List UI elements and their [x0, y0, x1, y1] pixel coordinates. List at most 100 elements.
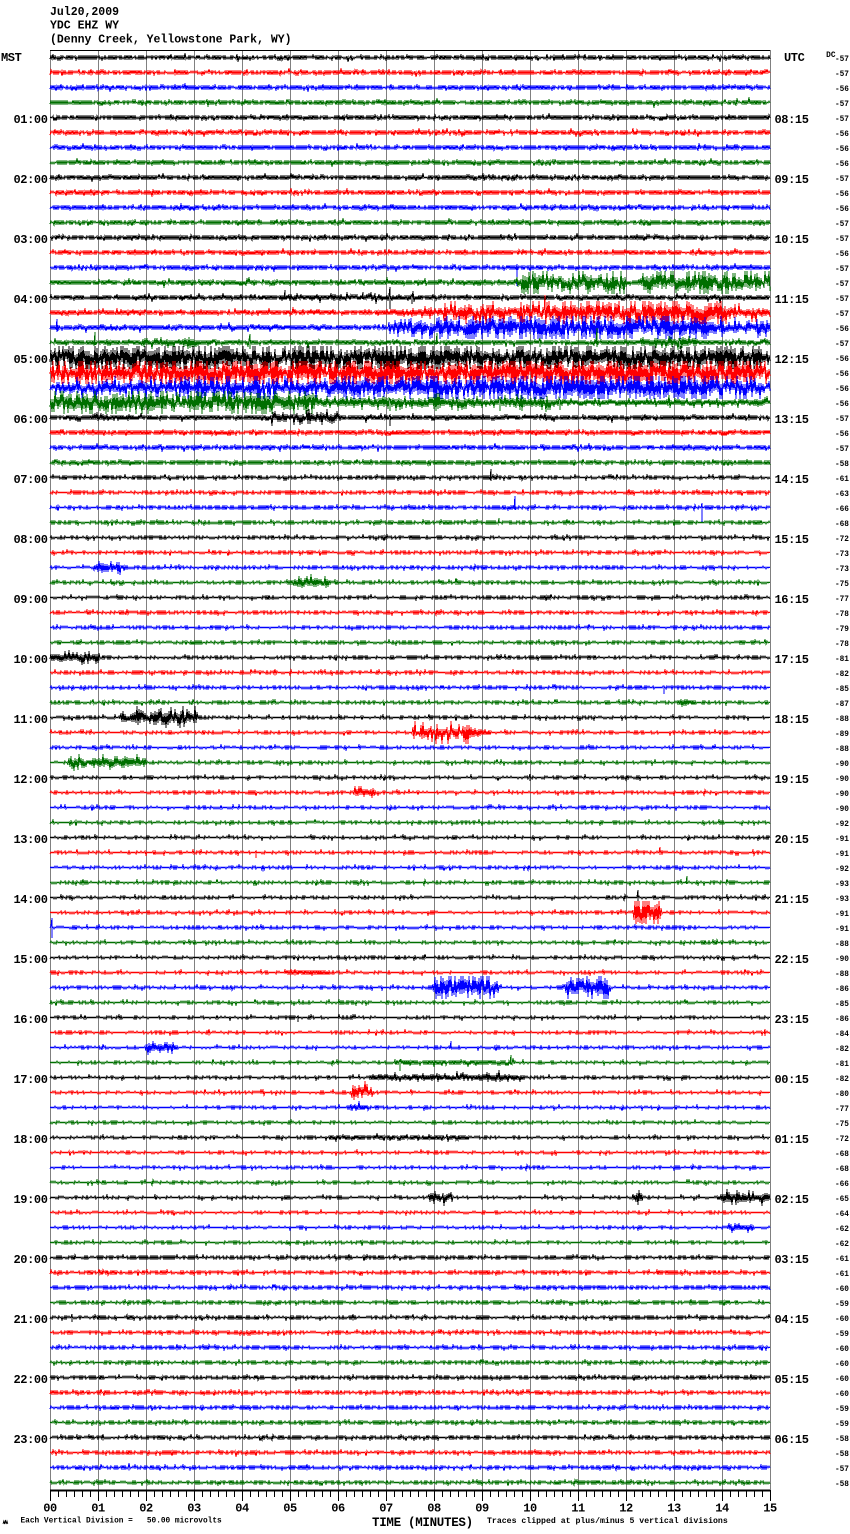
- svg-text:-58: -58: [835, 1451, 849, 1459]
- svg-text:-81: -81: [835, 656, 849, 664]
- svg-text:-58: -58: [835, 1436, 849, 1444]
- svg-text:15:15: 15:15: [775, 533, 809, 547]
- svg-text:10:00: 10:00: [13, 653, 47, 667]
- svg-text:-56: -56: [835, 356, 849, 364]
- svg-text:-91: -91: [835, 926, 849, 934]
- svg-text:-57: -57: [835, 176, 849, 184]
- svg-text:-87: -87: [835, 701, 849, 709]
- svg-text:-85: -85: [835, 1001, 849, 1009]
- svg-text:-88: -88: [835, 716, 849, 724]
- svg-text:-57: -57: [835, 71, 849, 79]
- svg-text:Each Vertical Division = 50.: Each Vertical Division = 50.00 microvolt…: [21, 1518, 223, 1526]
- svg-text:09:00: 09:00: [13, 593, 47, 607]
- svg-text:-58: -58: [835, 461, 849, 469]
- svg-text:-57: -57: [835, 116, 849, 124]
- svg-text:-78: -78: [835, 641, 849, 649]
- svg-text:-58: -58: [835, 1481, 849, 1489]
- svg-text:04:00: 04:00: [13, 293, 47, 307]
- svg-text:-90: -90: [835, 956, 849, 964]
- svg-text:21:00: 21:00: [13, 1313, 47, 1327]
- svg-text:-81: -81: [835, 1061, 849, 1069]
- svg-text:11:15: 11:15: [775, 293, 809, 307]
- svg-text:05: 05: [283, 1502, 297, 1516]
- svg-text:-56: -56: [835, 371, 849, 379]
- svg-text:-72: -72: [835, 1136, 849, 1144]
- svg-text:19:00: 19:00: [13, 1193, 47, 1207]
- svg-text:07: 07: [379, 1502, 393, 1516]
- svg-text:UTC: UTC: [784, 51, 805, 65]
- svg-text:-90: -90: [835, 791, 849, 799]
- svg-text:-56: -56: [835, 191, 849, 199]
- svg-text:10:15: 10:15: [775, 233, 809, 247]
- svg-text:MST: MST: [1, 51, 22, 65]
- svg-text:-92: -92: [835, 866, 849, 874]
- svg-text:-57: -57: [835, 221, 849, 229]
- svg-text:Jul20,2009: Jul20,2009: [50, 6, 119, 19]
- svg-text:-61: -61: [835, 1256, 849, 1264]
- svg-text:06:15: 06:15: [775, 1433, 809, 1447]
- svg-text:-59: -59: [835, 1421, 849, 1429]
- svg-text:-56: -56: [835, 146, 849, 154]
- svg-text:(Denny Creek, Yellowstone Park: (Denny Creek, Yellowstone Park, WY): [50, 34, 292, 47]
- svg-text:20:15: 20:15: [775, 833, 809, 847]
- svg-text:18:15: 18:15: [775, 713, 809, 727]
- svg-text:22:15: 22:15: [775, 953, 809, 967]
- svg-text:01: 01: [91, 1502, 105, 1516]
- svg-text:02:15: 02:15: [775, 1193, 809, 1207]
- svg-text:14: 14: [715, 1502, 729, 1516]
- svg-text:06: 06: [331, 1502, 345, 1516]
- svg-text:02:00: 02:00: [13, 173, 47, 187]
- svg-text:09: 09: [475, 1502, 489, 1516]
- svg-text:04:15: 04:15: [775, 1313, 809, 1327]
- svg-text:03: 03: [187, 1502, 201, 1516]
- svg-text:-60: -60: [835, 1286, 849, 1294]
- svg-text:-61: -61: [835, 476, 849, 484]
- svg-text:11:00: 11:00: [13, 713, 47, 727]
- svg-text:23:15: 23:15: [775, 1013, 809, 1027]
- svg-text:-56: -56: [835, 401, 849, 409]
- svg-text:13:15: 13:15: [775, 413, 809, 427]
- svg-text:Traces clipped at plus/minus 5: Traces clipped at plus/minus 5 vertical …: [487, 1516, 728, 1526]
- svg-text:-68: -68: [835, 1151, 849, 1159]
- svg-text:-77: -77: [835, 596, 849, 604]
- svg-text:20:00: 20:00: [13, 1253, 47, 1267]
- svg-text:08:15: 08:15: [775, 113, 809, 127]
- svg-text:-57: -57: [835, 101, 849, 109]
- svg-text:-73: -73: [835, 551, 849, 559]
- svg-text:-60: -60: [835, 1316, 849, 1324]
- svg-text:-60: -60: [835, 1346, 849, 1354]
- svg-text:18:00: 18:00: [13, 1133, 47, 1147]
- svg-text:-89: -89: [835, 731, 849, 739]
- svg-text:12:00: 12:00: [13, 773, 47, 787]
- svg-text:-91: -91: [835, 911, 849, 919]
- svg-text:-57: -57: [835, 296, 849, 304]
- svg-text:-77: -77: [835, 1106, 849, 1114]
- svg-text:-82: -82: [835, 1046, 849, 1054]
- svg-text:-64: -64: [835, 1211, 849, 1219]
- svg-text:YDC EHZ WY: YDC EHZ WY: [50, 20, 119, 33]
- svg-text:12:15: 12:15: [775, 353, 809, 367]
- svg-text:05:15: 05:15: [775, 1373, 809, 1387]
- svg-text:08: 08: [427, 1502, 441, 1516]
- svg-text:-68: -68: [835, 1166, 849, 1174]
- svg-text:-90: -90: [835, 761, 849, 769]
- svg-text:17:00: 17:00: [13, 1073, 47, 1087]
- svg-text:15: 15: [763, 1502, 777, 1516]
- svg-text:09:15: 09:15: [775, 173, 809, 187]
- svg-text:-68: -68: [835, 521, 849, 529]
- svg-text:-86: -86: [835, 986, 849, 994]
- svg-text:-57: -57: [835, 311, 849, 319]
- svg-text:-73: -73: [835, 566, 849, 574]
- svg-text:01:15: 01:15: [775, 1133, 809, 1147]
- svg-text:-56: -56: [835, 431, 849, 439]
- svg-text:00:15: 00:15: [775, 1073, 809, 1087]
- svg-text:-57: -57: [835, 446, 849, 454]
- svg-text:-84: -84: [835, 1031, 849, 1039]
- svg-text:16:00: 16:00: [13, 1013, 47, 1027]
- svg-text:21:15: 21:15: [775, 893, 809, 907]
- svg-text:-93: -93: [835, 896, 849, 904]
- svg-text:-57: -57: [835, 281, 849, 289]
- svg-text:14:00: 14:00: [13, 893, 47, 907]
- svg-text:14:15: 14:15: [775, 473, 809, 487]
- svg-text:08:00: 08:00: [13, 533, 47, 547]
